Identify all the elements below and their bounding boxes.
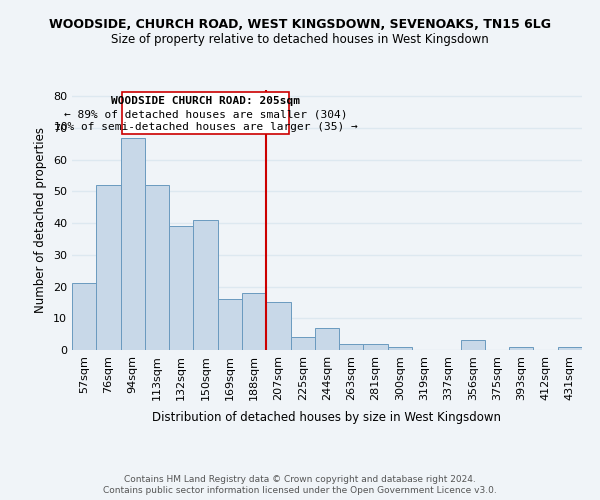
- Bar: [388, 347, 412, 350]
- Y-axis label: Number of detached properties: Number of detached properties: [34, 127, 47, 313]
- Bar: [242, 293, 266, 350]
- Text: 10% of semi-detached houses are larger (35) →: 10% of semi-detached houses are larger (…: [53, 122, 358, 132]
- Bar: [122, 92, 289, 134]
- Bar: [558, 347, 582, 350]
- Bar: [218, 300, 242, 350]
- Bar: [364, 344, 388, 350]
- Text: ← 89% of detached houses are smaller (304): ← 89% of detached houses are smaller (30…: [64, 109, 347, 119]
- Text: Contains public sector information licensed under the Open Government Licence v3: Contains public sector information licen…: [103, 486, 497, 495]
- Bar: [290, 338, 315, 350]
- Bar: [121, 138, 145, 350]
- Bar: [96, 185, 121, 350]
- Bar: [315, 328, 339, 350]
- Bar: [145, 185, 169, 350]
- Text: Contains HM Land Registry data © Crown copyright and database right 2024.: Contains HM Land Registry data © Crown c…: [124, 475, 476, 484]
- Text: WOODSIDE, CHURCH ROAD, WEST KINGSDOWN, SEVENOAKS, TN15 6LG: WOODSIDE, CHURCH ROAD, WEST KINGSDOWN, S…: [49, 18, 551, 30]
- Text: WOODSIDE CHURCH ROAD: 205sqm: WOODSIDE CHURCH ROAD: 205sqm: [111, 96, 300, 106]
- Bar: [266, 302, 290, 350]
- Bar: [169, 226, 193, 350]
- Bar: [72, 284, 96, 350]
- X-axis label: Distribution of detached houses by size in West Kingsdown: Distribution of detached houses by size …: [152, 411, 502, 424]
- Text: Size of property relative to detached houses in West Kingsdown: Size of property relative to detached ho…: [111, 32, 489, 46]
- Bar: [461, 340, 485, 350]
- Bar: [193, 220, 218, 350]
- Bar: [509, 347, 533, 350]
- Bar: [339, 344, 364, 350]
